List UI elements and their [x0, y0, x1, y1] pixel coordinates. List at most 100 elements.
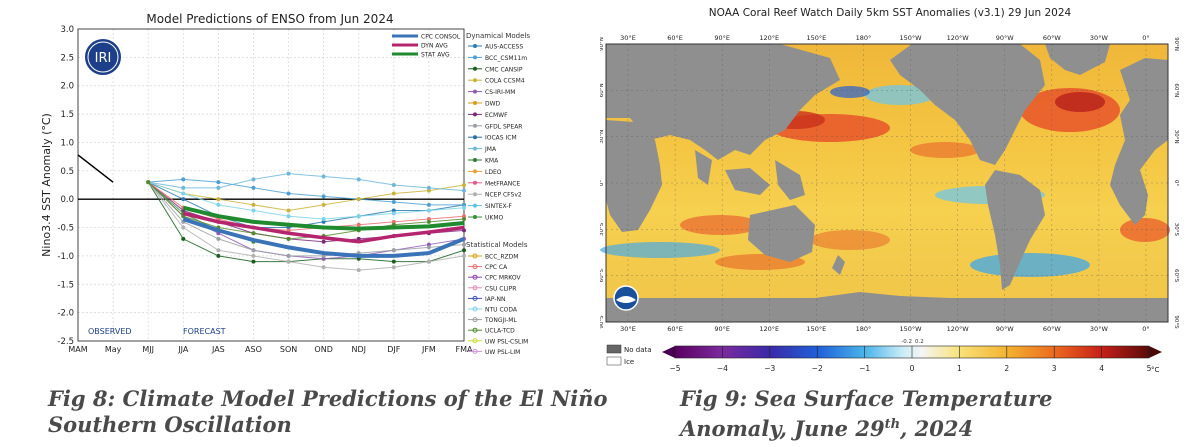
x-tick-label: SON — [280, 345, 297, 354]
data-point — [462, 214, 466, 219]
legend-label: DYN AVG — [421, 43, 448, 50]
legend-marker — [473, 101, 477, 105]
latitude-tick-label: 90°N — [1173, 37, 1179, 51]
data-point — [391, 200, 396, 205]
longitude-tick-label: 180° — [856, 34, 872, 42]
legend-label: CPC CONSOL — [421, 34, 461, 41]
data-point — [356, 214, 361, 219]
legend-marker — [473, 203, 477, 208]
forecast-label: FORECAST — [183, 327, 226, 336]
series-line — [147, 181, 465, 240]
latitude-tick-label: 90°S — [1173, 315, 1179, 329]
y-tick-label: -2.0 — [57, 309, 74, 319]
map-area — [600, 43, 1170, 323]
map-legend: No data Ice — [606, 344, 652, 366]
data-point — [391, 183, 396, 187]
legend-label: CPC MRKOV — [485, 275, 521, 282]
longitude-tick-label: 30°E — [620, 325, 636, 333]
series-line — [148, 181, 465, 212]
data-point — [462, 248, 466, 253]
latitude-tick-label: 0° — [600, 180, 605, 186]
x-tick-label: JFM — [421, 345, 436, 354]
legend-label: COLA CCSM4 — [485, 78, 525, 85]
series-line — [182, 205, 465, 231]
longitude-tick-label: 30°E — [620, 34, 636, 42]
longitude-tick-label: 60°E — [667, 325, 683, 333]
legend-marker — [473, 135, 477, 140]
colorbar-tick-label: 1 — [957, 364, 962, 373]
legend-marker — [473, 55, 477, 60]
longitude-tick-label: 30°W — [1090, 34, 1109, 42]
legend-marker — [472, 264, 478, 270]
longitude-tick-label: 150°W — [899, 325, 922, 333]
figure-8-caption: Fig 8: Climate Model Predictions of the … — [48, 386, 608, 438]
caption-line: Southern Oscillation — [48, 412, 292, 437]
left-latitude-ticks: 90°N 60°N 30°N 0° 30°S 60°S 90°S — [599, 37, 605, 329]
longitude-tick-label: 120°W — [947, 325, 970, 333]
caption-text: Anomaly, June 29 — [680, 416, 885, 441]
colorbar: −5 −4 −3 −2 −1 0 1 2 3 4 5 -0.2 0.2 °C — [662, 339, 1162, 374]
data-point — [216, 180, 221, 185]
legend-label: CSU CLIPR — [485, 285, 516, 292]
y-tick-label: -1.0 — [57, 252, 74, 262]
data-point — [286, 253, 291, 258]
legend-label: CPC CA — [485, 264, 508, 271]
x-tick-label: DJF — [387, 345, 401, 354]
data-point — [181, 191, 186, 196]
latitude-tick-label: 60°S — [1173, 269, 1179, 283]
data-point — [251, 208, 256, 213]
no-data-label: No data — [624, 346, 652, 354]
colorbar-tick-label: −2 — [812, 364, 823, 373]
series-line — [147, 181, 465, 263]
data-point — [216, 236, 221, 241]
data-point — [391, 259, 396, 264]
top-longitude-ticks: 30°E 60°E 90°E 120°E 150°E 180° 150°W 120°W 90°W… — [620, 34, 1150, 42]
sst-map: NOAA Coral Reef Watch Daily 5km SST Anom… — [599, 7, 1179, 374]
average-legend: CPC CONSOL DYN AVG STAT AVG — [392, 34, 461, 59]
series-line — [148, 181, 465, 220]
legend-marker — [473, 78, 477, 83]
longitude-tick-label: 120°E — [759, 34, 779, 42]
data-point — [462, 217, 466, 222]
latitude-tick-label: 0° — [1173, 180, 1179, 186]
data-point — [391, 211, 396, 216]
colorbar-tick-label: −5 — [669, 364, 680, 373]
y-tick-label: 2.0 — [60, 82, 74, 92]
y-tick-label: 0.0 — [60, 195, 74, 205]
legend-marker — [472, 295, 478, 301]
data-point — [426, 188, 431, 193]
colorbar-tick-label: −3 — [764, 364, 775, 373]
y-tick-label: -0.5 — [57, 224, 74, 234]
longitude-tick-label: 30°W — [1090, 325, 1109, 333]
data-point — [426, 219, 431, 224]
legend-marker — [473, 146, 477, 151]
land-masses — [606, 44, 1168, 322]
latitude-tick-label: 60°S — [600, 269, 605, 283]
longitude-tick-label: 180° — [856, 325, 872, 333]
right-latitude-ticks: 90°N 60°N 30°N 0° 30°S 60°S 90°S — [1173, 37, 1179, 329]
legend-label: LDEO — [485, 169, 502, 176]
colorbar-tick-label: −1 — [859, 364, 870, 373]
series-line — [182, 217, 465, 258]
colorbar-tick-label: 4 — [1099, 364, 1104, 373]
data-point — [462, 242, 466, 247]
legend-label: SINTEX-F — [485, 203, 512, 210]
y-tick-label: -2.5 — [57, 337, 74, 347]
legend-label: UCLA-TCD — [485, 328, 515, 335]
legend-label: ECMWF — [485, 112, 508, 119]
colorbar-tick-label: 3 — [1052, 364, 1057, 373]
y-axis-ticks: 3.0 2.5 2.0 1.5 1.0 0.5 0.0 -0.5 -1.0 -1.5 -2.0 -2.… — [57, 25, 74, 347]
caption-line-2: Anomaly, June 29th, 2024 — [680, 412, 1180, 442]
longitude-tick-label: 150°E — [806, 34, 826, 42]
longitude-tick-label: 90°E — [714, 34, 730, 42]
legend-marker — [473, 215, 477, 219]
longitude-tick-label: 90°W — [996, 325, 1015, 333]
data-point — [462, 188, 466, 193]
data-point — [321, 239, 326, 244]
latitude-tick-label: 90°N — [600, 37, 605, 51]
data-point — [286, 191, 291, 196]
data-point — [356, 222, 361, 227]
longitude-tick-label: 0° — [1142, 34, 1149, 42]
series-line — [148, 178, 464, 206]
series-line — [147, 181, 465, 257]
